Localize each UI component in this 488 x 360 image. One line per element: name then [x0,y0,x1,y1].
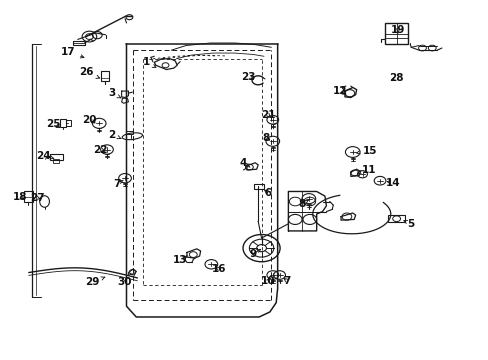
Text: 21: 21 [260,110,275,120]
Text: 18: 18 [13,192,27,202]
Text: 11: 11 [357,165,375,175]
Bar [126,131,133,134]
Text: 17: 17 [61,46,84,58]
Text: 12: 12 [332,86,346,96]
Bar [53,159,59,163]
Text: 8: 8 [298,199,308,210]
Bar [387,215,405,222]
Text: 22: 22 [93,144,108,154]
Text: 3: 3 [108,88,121,98]
Text: 2: 2 [108,130,121,140]
Text: 20: 20 [82,115,97,125]
Text: 9: 9 [249,248,260,258]
Bar [60,119,66,127]
Bar [50,154,62,160]
Bar [24,191,33,202]
Text: 8: 8 [262,133,269,143]
Text: 1: 1 [142,57,156,68]
Text: 5: 5 [403,219,414,229]
Text: 24: 24 [36,150,54,161]
Text: 25: 25 [46,120,61,129]
Text: 14: 14 [385,178,400,188]
Bar [101,71,109,81]
Text: 7: 7 [283,276,290,286]
Text: 26: 26 [79,67,100,78]
Text: 6: 6 [264,188,271,198]
Text: 23: 23 [241,72,255,82]
Text: 13: 13 [173,255,187,265]
Bar [254,184,264,189]
Text: 16: 16 [211,264,226,274]
Text: 4: 4 [239,158,249,168]
Bar [384,23,407,44]
Bar [66,120,71,126]
Text: 27: 27 [30,193,44,203]
Text: 30: 30 [118,277,132,287]
Text: 19: 19 [390,25,405,35]
Text: 7: 7 [113,179,123,189]
Text: 15: 15 [356,145,377,156]
Text: 10: 10 [260,276,275,286]
Text: 29: 29 [85,277,105,287]
Text: 28: 28 [388,73,403,83]
